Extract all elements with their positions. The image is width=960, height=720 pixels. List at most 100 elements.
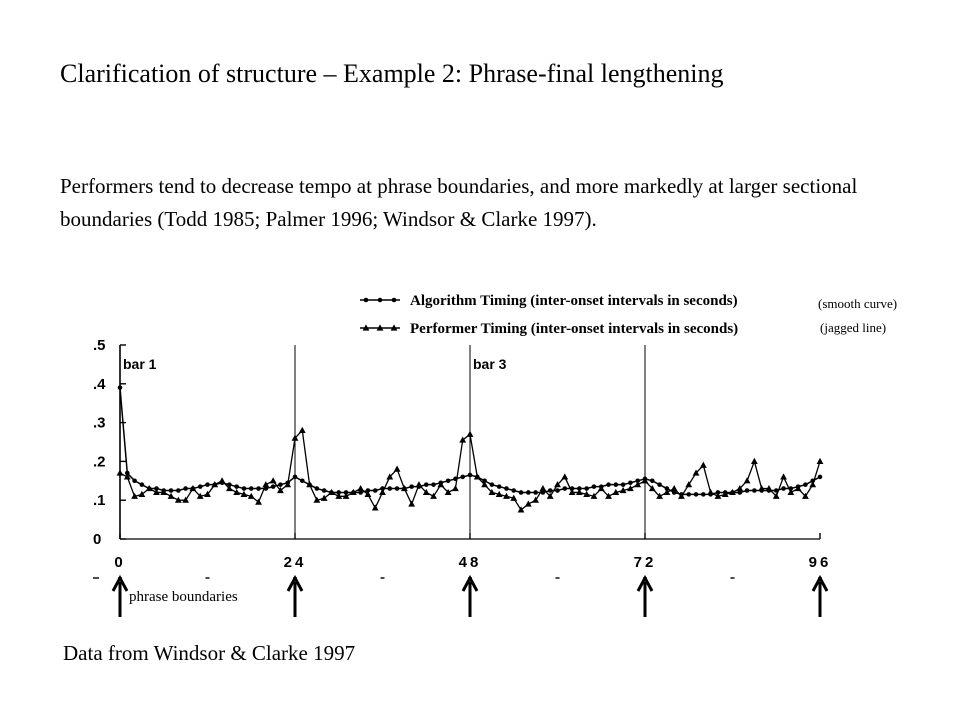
data-point: [575, 488, 583, 496]
bar-label: bar 1: [123, 356, 157, 372]
data-point: [357, 484, 365, 492]
data-point: [524, 500, 532, 507]
data-point: [685, 481, 693, 488]
data-point: [320, 494, 328, 501]
data-point: [802, 492, 809, 499]
data-point: [154, 486, 159, 491]
data-point: [670, 484, 678, 492]
data-point: [467, 472, 473, 478]
data-point: [606, 482, 611, 487]
data-point: [225, 484, 233, 492]
data-point: [518, 490, 524, 495]
data-point: [400, 484, 408, 492]
data-point: [430, 492, 437, 499]
data-point: [627, 484, 634, 492]
data-point: [189, 484, 197, 492]
data-point: [116, 469, 124, 476]
chart-legend: Algorithm Timing (inter-onset intervals …: [360, 293, 738, 337]
data-point: [539, 484, 547, 492]
data-point: [358, 490, 363, 495]
data-point: [511, 488, 517, 493]
legend-label: Algorithm Timing (inter-onset intervals …: [410, 293, 738, 309]
data-point: [256, 486, 261, 491]
boundary-arrow-head: [811, 574, 829, 592]
data-point: [131, 492, 138, 499]
data-point: [393, 465, 401, 472]
data-point: [176, 488, 181, 493]
boundary-arrow-head: [461, 574, 479, 592]
data-point: [343, 490, 349, 495]
data-point: [743, 477, 751, 484]
data-point: [240, 490, 248, 497]
data-point: [153, 488, 160, 496]
data-point: [481, 481, 488, 488]
legend-marker: [391, 297, 397, 303]
grid-lines: [294, 345, 646, 539]
data-point: [218, 477, 226, 484]
y-tick-label: .5: [93, 337, 106, 354]
data-point: [409, 484, 414, 489]
data-point: [204, 490, 211, 497]
bar-label: bar 3: [473, 356, 507, 372]
data-point: [568, 488, 576, 496]
data-point: [205, 482, 210, 487]
data-point: [292, 474, 298, 480]
data-point: [408, 500, 416, 507]
data-point: [692, 469, 700, 476]
data-point: [546, 492, 554, 499]
data-point: [555, 488, 560, 493]
data-point: [328, 488, 335, 496]
data-point: [372, 488, 378, 493]
data-point: [145, 484, 153, 492]
data-point: [737, 490, 743, 495]
data-point: [139, 482, 145, 487]
y-tick-label: 0: [93, 531, 101, 548]
data-point: [613, 482, 619, 487]
data-point: [460, 474, 466, 480]
x-tick-label: 24: [284, 554, 307, 571]
data-point: [335, 492, 343, 499]
data-point: [248, 486, 254, 491]
legend-item-algorithm: Algorithm Timing (inter-onset intervals …: [360, 293, 738, 309]
data-point: [693, 492, 699, 497]
data-point: [452, 484, 459, 492]
smooth-curve-note: (smooth curve): [818, 296, 897, 311]
data-point: [591, 484, 597, 489]
data-point: [671, 490, 677, 495]
data-point: [233, 488, 241, 496]
data-point: [561, 473, 569, 480]
y-tick-label: .1: [93, 492, 106, 509]
data-point: [291, 434, 299, 441]
data-point: [174, 496, 182, 503]
data-point: [160, 488, 168, 496]
data-point: [277, 486, 284, 494]
x-axis: 0 24 48 72 96: [93, 533, 828, 579]
data-point: [772, 492, 780, 499]
data-point: [736, 484, 744, 492]
data-point: [656, 492, 663, 499]
data-point: [211, 481, 219, 488]
data-point: [554, 481, 561, 488]
x-tick-label: 48: [459, 554, 482, 571]
data-point: [803, 482, 808, 487]
data-point: [752, 488, 757, 493]
data-point: [371, 504, 379, 511]
data-point: [533, 490, 538, 495]
source-note: Data from Windsor & Clarke 1997: [63, 641, 356, 665]
boundary-arrow-head: [636, 574, 654, 592]
data-point: [182, 496, 190, 503]
data-point: [379, 488, 386, 496]
data-point: [701, 492, 706, 497]
data-point: [167, 492, 175, 499]
data-point: [262, 481, 270, 488]
data-point: [663, 488, 671, 496]
data-point: [504, 486, 509, 491]
data-point: [269, 477, 277, 484]
data-point: [270, 484, 276, 489]
data-point: [284, 481, 292, 488]
jagged-line-note: (jagged line): [820, 320, 886, 335]
data-point: [715, 490, 721, 495]
legend-marker: [362, 324, 370, 331]
data-point: [342, 492, 350, 499]
legend-marker: [390, 324, 398, 331]
